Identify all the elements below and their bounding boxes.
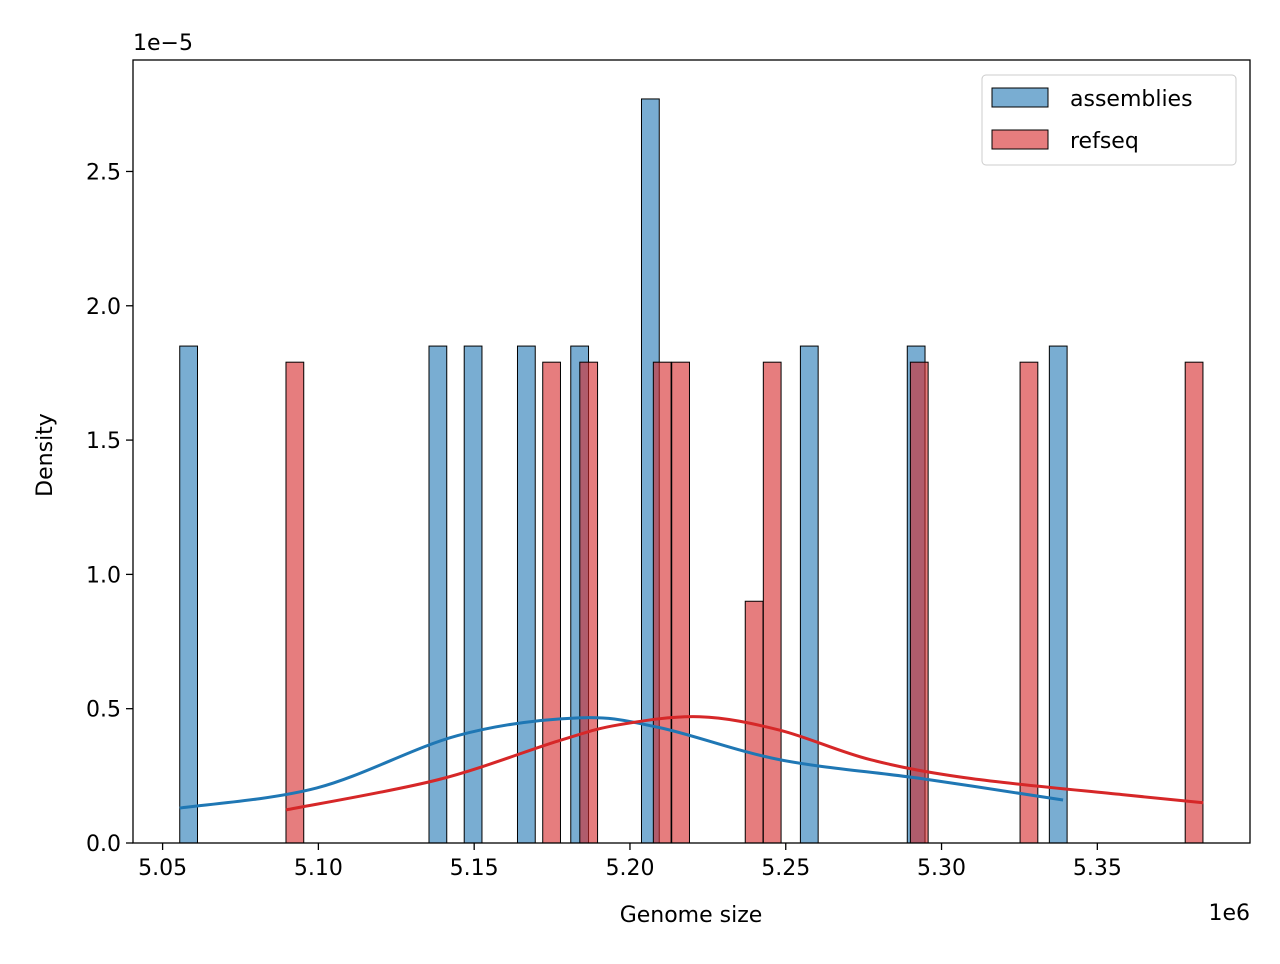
bar-refseq-1 [542,361,561,844]
x-tick-label: 5.35 [1073,856,1122,881]
y-tick-label: 0.0 [86,832,121,857]
x-tick-label: 5.30 [917,856,966,881]
bar-refseq-4 [671,361,690,844]
y-tick-label: 1.5 [86,429,121,454]
kde-line-assemblies [179,716,1064,810]
x-axis-label: Genome size [620,903,763,928]
x-tick-label: 5.10 [294,856,343,881]
bar-assemblies-3 [516,345,536,844]
y-axis-label: Density [33,413,58,497]
x-tick-label: 5.20 [605,856,654,881]
legend-swatch-refseq [991,129,1049,150]
x-tick-label: 5.25 [761,856,810,881]
x-tick-label: 5.05 [138,856,187,881]
bar-refseq-9 [1184,361,1204,844]
y-tick-label: 1.0 [86,563,121,588]
x-tick-label: 5.15 [450,856,499,881]
y-axis: 0.0 0.5 1.0 1.5 2.0 2.5 [86,160,133,857]
bar-refseq-8 [1019,361,1039,844]
kde-line-refseq [285,715,1204,812]
bar-refseq-6 [762,361,782,844]
x-offset-label: 1e6 [1208,901,1250,926]
legend-label-assemblies: assemblies [1070,87,1193,112]
y-offset-label: 1e−5 [133,31,193,56]
bar-assemblies-8 [1048,345,1068,844]
legend-swatch-assemblies [991,87,1049,108]
y-tick-label: 2.5 [86,160,121,185]
bar-refseq-2 [579,361,599,844]
bars-layer [179,98,1204,844]
bar-assemblies-1 [428,345,448,844]
legend: assemblies refseq [981,74,1237,166]
plot-frame [132,59,1251,844]
y-tick-label: 0.5 [86,698,121,723]
legend-label-refseq: refseq [1070,129,1139,154]
bar-assemblies-0 [179,345,198,844]
kde-layer [179,715,1204,812]
bar-refseq-0 [285,361,305,844]
x-axis: 5.05 5.10 5.15 5.20 5.25 5.30 5.35 [138,843,1122,881]
bar-refseq-3 [652,361,672,844]
bar-assemblies-6 [799,345,819,844]
y-tick-label: 2.0 [86,295,121,320]
